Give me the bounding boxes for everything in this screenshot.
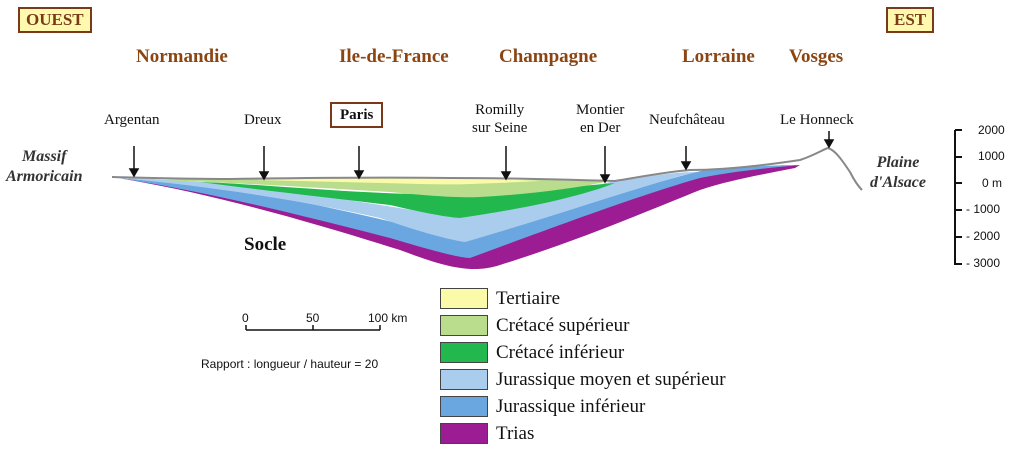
town-paris: Paris	[330, 102, 384, 128]
town-montier-en-der: Montier en Der	[576, 101, 624, 137]
town-montier-line2: en Der	[579, 120, 621, 136]
legend-swatch-tertiaire	[440, 288, 488, 309]
town-neufchateau: Neufchâteau	[649, 112, 725, 128]
label-massif-armoricain: Massif Armoricain	[6, 147, 82, 187]
town-dreux: Dreux	[244, 112, 282, 128]
label-plaine-line1: Plaine	[876, 154, 920, 171]
legend-label-trias: Trias	[496, 422, 535, 444]
altitude-label-2000: 2000	[978, 123, 1005, 137]
region-lorraine: Lorraine	[682, 46, 755, 67]
legend-item-jurassique-inferieur: Jurassique inférieur	[440, 393, 726, 420]
town-le-honneck: Le Honneck	[780, 112, 854, 128]
altitude-label-1000: 1000	[978, 149, 1005, 163]
scale-ratio: Rapport : longueur / hauteur = 20	[201, 357, 379, 371]
layer-cretace-superieur	[160, 179, 610, 198]
altitude-label-minus-1000: - 1000	[966, 202, 1001, 216]
distance-label-100: 100 km	[368, 311, 408, 325]
layer-cretace-inferieur	[200, 182, 615, 218]
region-normandie: Normandie	[136, 46, 228, 67]
region-champagne: Champagne	[499, 46, 598, 67]
east-direction-label: EST	[886, 7, 935, 33]
terrain-profile	[111, 146, 863, 191]
altitude-label-minus-3000: - 3000	[966, 256, 1001, 270]
town-romilly-line2: sur Seine	[472, 120, 528, 136]
legend-label-tertiaire: Tertiaire	[496, 287, 561, 309]
legend-item-cretace-inferieur: Crétacé inférieur	[440, 339, 726, 366]
label-plaine-line2: d'Alsace	[870, 174, 926, 191]
town-romilly-sur-seine: Romilly sur Seine	[472, 101, 527, 137]
legend: Tertiaire Crétacé supérieur Crétacé infé…	[440, 285, 726, 447]
legend-label-cretace-superieur: Crétacé supérieur	[496, 314, 630, 336]
layer-tertiaire	[255, 178, 540, 185]
legend-item-jurassique-moyen-superieur: Jurassique moyen et supérieur	[440, 366, 726, 393]
town-romilly-line1: Romilly	[475, 102, 525, 118]
label-massif-line1: Massif	[22, 148, 67, 165]
label-massif-line2: Armoricain	[6, 168, 83, 185]
legend-swatch-jurassique-inferieur	[440, 396, 488, 417]
distance-label-0: 0	[242, 311, 249, 325]
region-ile-de-france: Ile-de-France	[339, 46, 449, 67]
legend-item-tertiaire: Tertiaire	[440, 285, 726, 312]
west-direction-label: OUEST	[18, 7, 92, 33]
town-montier-line1: Montier	[576, 102, 625, 118]
legend-label-jurassique-inferieur: Jurassique inférieur	[496, 395, 646, 417]
legend-swatch-jurassique-moyen-superieur	[440, 369, 488, 390]
label-socle: Socle	[244, 234, 287, 255]
town-argentan: Argentan	[104, 112, 160, 128]
legend-item-trias: Trias	[440, 420, 726, 447]
altitude-label-0: 0 m	[982, 176, 1003, 190]
legend-swatch-cretace-inferieur	[440, 342, 488, 363]
distance-label-50: 50	[306, 311, 320, 325]
legend-item-cretace-superieur: Crétacé supérieur	[440, 312, 726, 339]
legend-label-cretace-inferieur: Crétacé inférieur	[496, 341, 625, 363]
legend-swatch-trias	[440, 423, 488, 444]
legend-label-jurassique-moyen-superieur: Jurassique moyen et supérieur	[496, 368, 726, 390]
label-plaine-alsace: Plaine d'Alsace	[870, 153, 926, 193]
region-vosges: Vosges	[789, 46, 844, 67]
legend-swatch-cretace-superieur	[440, 315, 488, 336]
altitude-label-minus-2000: - 2000	[966, 229, 1001, 243]
